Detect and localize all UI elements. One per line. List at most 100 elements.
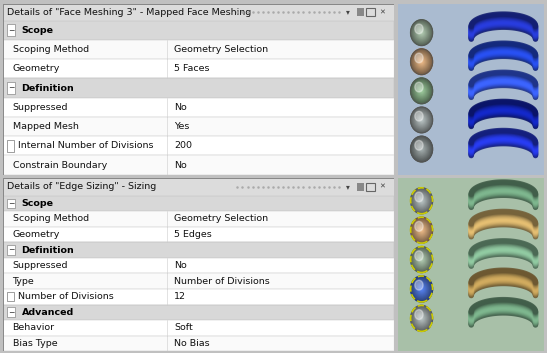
Circle shape — [411, 305, 433, 331]
Text: Internal Number of Divisions: Internal Number of Divisions — [18, 141, 153, 150]
Text: ▾: ▾ — [346, 183, 350, 191]
Circle shape — [417, 225, 426, 235]
Text: ✕: ✕ — [379, 9, 385, 15]
Circle shape — [414, 251, 429, 269]
Circle shape — [418, 86, 426, 95]
Circle shape — [416, 142, 428, 156]
Circle shape — [415, 252, 428, 267]
Text: Number of Divisions: Number of Divisions — [18, 292, 113, 301]
Text: 200: 200 — [174, 141, 192, 150]
Bar — [3, 196, 394, 211]
Circle shape — [421, 258, 423, 261]
Circle shape — [414, 82, 429, 100]
Text: Scoping Method: Scoping Method — [13, 45, 89, 54]
Circle shape — [412, 138, 432, 161]
Circle shape — [421, 199, 423, 202]
Circle shape — [412, 50, 432, 73]
Circle shape — [414, 81, 430, 101]
Circle shape — [421, 31, 423, 34]
Circle shape — [415, 141, 428, 157]
Circle shape — [412, 219, 432, 242]
Bar — [3, 211, 394, 227]
Circle shape — [420, 198, 424, 203]
Circle shape — [416, 253, 427, 266]
Circle shape — [411, 217, 433, 243]
Circle shape — [421, 317, 423, 320]
Circle shape — [419, 315, 424, 322]
Circle shape — [415, 251, 423, 261]
Circle shape — [416, 224, 427, 237]
Circle shape — [414, 279, 430, 299]
Circle shape — [412, 190, 431, 212]
Bar — [366, 183, 375, 191]
Text: Scope: Scope — [21, 199, 54, 208]
Circle shape — [417, 284, 426, 294]
Circle shape — [412, 278, 431, 300]
Circle shape — [421, 90, 423, 92]
Circle shape — [421, 200, 422, 202]
Circle shape — [412, 79, 432, 102]
Circle shape — [418, 29, 425, 36]
Text: ✕: ✕ — [379, 184, 385, 190]
Circle shape — [413, 22, 430, 43]
Circle shape — [418, 87, 425, 95]
Circle shape — [415, 140, 423, 150]
Circle shape — [411, 20, 432, 45]
Circle shape — [411, 107, 433, 133]
Circle shape — [418, 145, 425, 153]
Circle shape — [416, 113, 428, 127]
Circle shape — [411, 189, 432, 213]
Bar — [3, 98, 394, 117]
Bar — [3, 336, 394, 351]
Text: No Bias: No Bias — [174, 339, 210, 348]
Circle shape — [416, 311, 428, 325]
Circle shape — [420, 286, 424, 292]
Circle shape — [415, 222, 428, 238]
Circle shape — [420, 31, 423, 35]
Circle shape — [411, 305, 433, 331]
Circle shape — [414, 220, 430, 240]
Circle shape — [417, 86, 426, 96]
Circle shape — [416, 114, 427, 126]
Circle shape — [417, 27, 427, 38]
Circle shape — [420, 316, 423, 320]
Circle shape — [414, 309, 430, 328]
Circle shape — [417, 144, 426, 154]
Bar — [3, 178, 394, 196]
Circle shape — [418, 255, 426, 264]
Bar — [357, 8, 364, 16]
Circle shape — [417, 283, 427, 295]
Circle shape — [417, 114, 427, 126]
Text: Bias Type: Bias Type — [13, 339, 57, 348]
Circle shape — [411, 136, 433, 162]
Circle shape — [416, 312, 427, 325]
Circle shape — [413, 52, 430, 72]
Circle shape — [416, 25, 428, 40]
Circle shape — [411, 137, 432, 161]
Circle shape — [416, 84, 428, 98]
Circle shape — [421, 229, 423, 232]
Circle shape — [411, 108, 432, 132]
Circle shape — [421, 288, 422, 289]
Circle shape — [411, 188, 433, 214]
Circle shape — [411, 247, 432, 272]
Circle shape — [421, 61, 422, 62]
Text: Suppressed: Suppressed — [13, 103, 68, 112]
Bar — [7, 292, 14, 301]
Circle shape — [414, 191, 430, 210]
Bar — [3, 227, 394, 242]
Bar — [3, 242, 394, 258]
Bar — [7, 245, 15, 255]
Circle shape — [421, 32, 422, 33]
Bar — [3, 289, 394, 305]
Text: −: − — [8, 308, 14, 317]
Circle shape — [418, 285, 426, 293]
Circle shape — [415, 141, 429, 157]
Text: 5 Faces: 5 Faces — [174, 64, 210, 73]
Circle shape — [412, 80, 431, 102]
Circle shape — [419, 198, 424, 204]
Circle shape — [418, 226, 426, 235]
Circle shape — [418, 226, 425, 234]
Circle shape — [415, 222, 429, 239]
Bar — [3, 320, 394, 336]
